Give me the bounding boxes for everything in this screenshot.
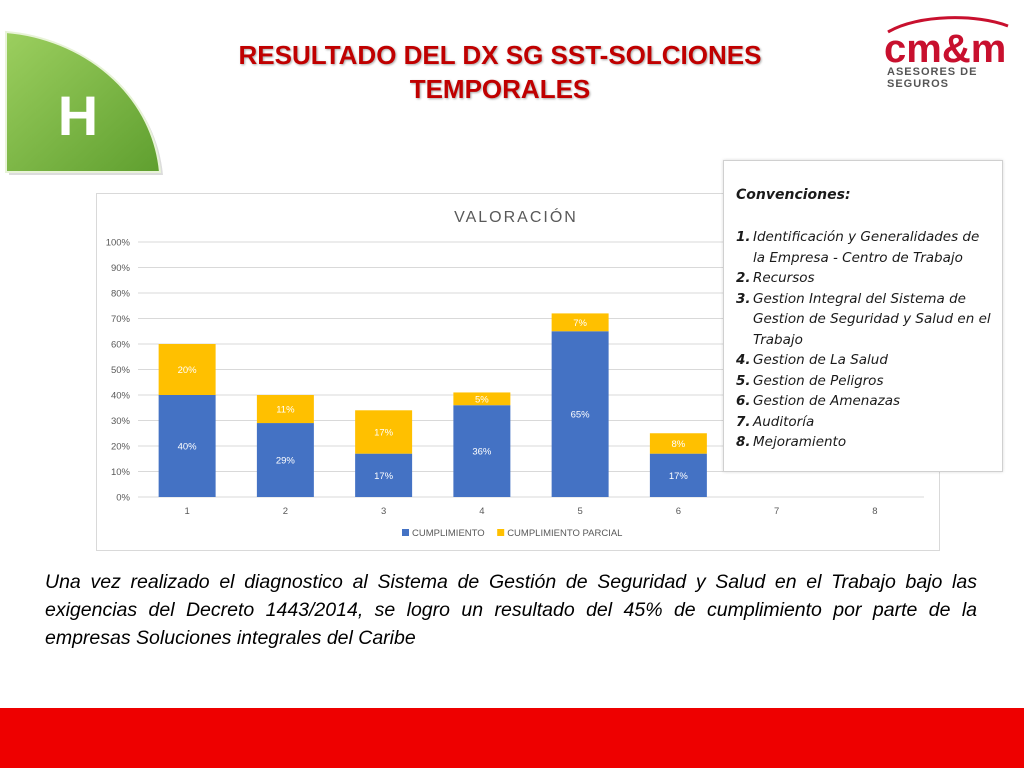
footer-bar xyxy=(0,708,1024,768)
data-label: 65% xyxy=(571,410,591,421)
convention-number: 2. xyxy=(736,270,751,286)
convention-text: Auditoría xyxy=(753,413,815,430)
logo-brand: cm&m xyxy=(884,27,1006,71)
bar-cumplimiento xyxy=(551,331,609,497)
convention-text: Recursos xyxy=(753,270,815,286)
convention-number: 3. xyxy=(736,290,751,307)
bar-cumplimiento xyxy=(256,423,314,497)
convention-item: 1. Identificación y Generalidades de la E… xyxy=(736,227,994,268)
y-tick-label: 30% xyxy=(111,416,131,427)
convention-number: 1. xyxy=(736,229,751,245)
legend-swatch xyxy=(497,529,505,536)
convention-text: Gestion de Peligros xyxy=(753,372,884,389)
data-label: 17% xyxy=(374,427,394,438)
convention-text: Identificación y Generalidades de la Emp… xyxy=(753,229,980,266)
convention-number: 8. xyxy=(736,434,751,450)
axis-labels: 0% 10% 20% 30% 40% 50% 60% 70% 80% 90% 100% 1 2 3 4 5 6 7… xyxy=(106,238,878,518)
y-tick-label: 80% xyxy=(111,289,131,300)
convention-item: 6. Gestion de Amenazas xyxy=(736,391,994,412)
convention-number: 6. xyxy=(736,393,751,409)
data-label: 29% xyxy=(276,456,296,467)
company-logo: cm&m xyxy=(884,16,1009,71)
convention-number: 7. xyxy=(736,413,751,430)
x-tick-label: 1 xyxy=(184,506,189,517)
bar-cumplimiento-parcial xyxy=(453,392,511,406)
legend-label: CUMPLIMIENTO PARCIAL xyxy=(507,528,622,539)
x-tick-label: 6 xyxy=(676,506,681,517)
title-line-2: TEMPORALES xyxy=(409,74,591,104)
y-tick-label: 90% xyxy=(111,263,131,274)
bar-cumplimiento-parcial xyxy=(158,344,216,395)
data-label: 5% xyxy=(475,394,489,405)
data-label: 20% xyxy=(178,365,198,376)
convention-item: 2. Recursos xyxy=(736,268,994,289)
convention-item: 8. Mejoramiento xyxy=(736,432,994,453)
x-tick-label: 2 xyxy=(283,506,288,517)
bars xyxy=(158,313,707,497)
bar-cumplimiento xyxy=(453,405,511,497)
x-tick-label: 5 xyxy=(577,506,582,517)
y-tick-label: 0% xyxy=(116,493,130,504)
convention-number: 4. xyxy=(736,352,751,368)
y-tick-label: 20% xyxy=(111,442,131,453)
convention-text: Gestion de Amenazas xyxy=(753,393,901,409)
bar-cumplimiento xyxy=(355,453,413,497)
section-badge: H xyxy=(5,30,163,175)
data-label: 17% xyxy=(374,471,394,482)
y-tick-label: 50% xyxy=(111,365,131,376)
x-tick-label: 8 xyxy=(872,506,877,517)
y-tick-label: 10% xyxy=(111,467,131,478)
convention-item: 3. Gestion Integral del Sistema de Gestio… xyxy=(736,289,994,351)
convention-item: 7. Auditoría xyxy=(736,412,994,433)
data-labels: 40% 20% 29% 11% 17% 17% 36% 5% 65% 7% 17% 8% xyxy=(178,318,689,482)
conventions-list: 1. Identificación y Generalidades de la E… xyxy=(736,227,994,453)
data-label: 8% xyxy=(672,439,686,450)
bar-cumplimiento xyxy=(649,453,707,497)
chart-title: VALORACIÓN xyxy=(454,207,578,226)
bar-cumplimiento-parcial xyxy=(355,410,413,454)
data-label: 17% xyxy=(669,471,689,482)
legend-label: CUMPLIMIENTO xyxy=(412,528,485,539)
chart-legend: CUMPLIMIENTO CUMPLIMIENTO PARCIAL xyxy=(402,528,622,539)
summary-paragraph: Una vez realizado el diagnostico al Sist… xyxy=(45,571,977,649)
data-label: 36% xyxy=(472,447,492,458)
convention-item: 5. Gestion de Peligros xyxy=(736,371,994,392)
conventions-title: Convenciones: xyxy=(736,187,851,203)
bar-cumplimiento-parcial xyxy=(551,313,609,332)
bar-cumplimiento xyxy=(158,395,216,497)
y-tick-label: 100% xyxy=(106,238,131,249)
page-title: RESULTADO DEL DX SG SST-SOLCIONES TEMPOR… xyxy=(180,38,820,106)
data-label: 7% xyxy=(573,318,587,329)
bar-cumplimiento-parcial xyxy=(649,433,707,454)
data-label: 40% xyxy=(178,442,198,453)
convention-item: 4. Gestion de La Salud xyxy=(736,350,994,371)
x-tick-label: 4 xyxy=(479,506,484,517)
data-label: 11% xyxy=(276,405,295,416)
y-tick-label: 40% xyxy=(111,391,131,402)
logo-tagline: ASESORES DE SEGUROS xyxy=(887,66,978,90)
convention-text: Mejoramiento xyxy=(753,434,847,450)
y-tick-label: 60% xyxy=(111,340,131,351)
conventions-box: Convenciones: 1. Identificación y General… xyxy=(723,160,1003,472)
x-tick-label: 7 xyxy=(774,506,779,517)
y-tick-label: 70% xyxy=(111,314,131,325)
section-letter: H xyxy=(58,84,98,147)
convention-number: 5. xyxy=(736,372,751,389)
title-line-1: RESULTADO DEL DX SG SST-SOLCIONES xyxy=(238,40,762,70)
convention-text: Gestion Integral del Sistema de Gestion … xyxy=(753,290,991,348)
x-tick-label: 3 xyxy=(381,506,386,517)
bar-cumplimiento-parcial xyxy=(256,395,314,424)
legend-swatch xyxy=(402,529,409,536)
convention-text: Gestion de La Salud xyxy=(753,352,888,368)
